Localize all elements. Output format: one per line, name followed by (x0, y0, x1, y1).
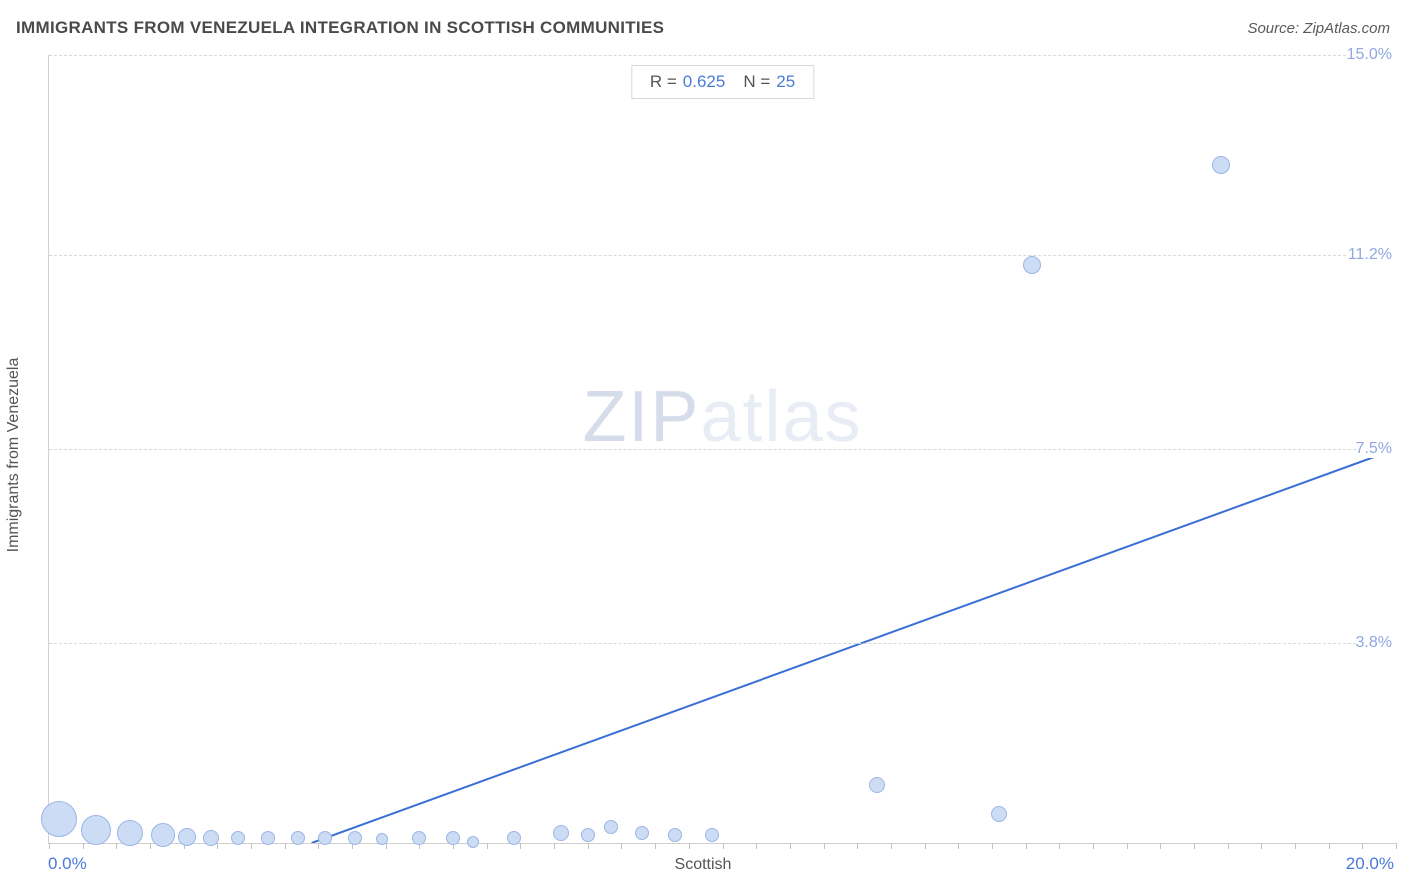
x-tick (756, 843, 757, 849)
x-tick (217, 843, 218, 849)
x-tick (285, 843, 286, 849)
data-bubble (553, 825, 569, 841)
x-tick (116, 843, 117, 849)
data-bubble (178, 828, 196, 846)
stat-r-label: R = (650, 72, 677, 92)
x-tick (49, 843, 50, 849)
x-tick (1329, 843, 1330, 849)
header: IMMIGRANTS FROM VENEZUELA INTEGRATION IN… (16, 18, 1390, 38)
data-bubble (231, 831, 245, 845)
data-bubble (1212, 156, 1230, 174)
stat-r: R = 0.625 (650, 72, 725, 92)
x-axis-max-label: 20.0% (1346, 854, 1394, 874)
stat-n: N = 25 (743, 72, 795, 92)
data-bubble (635, 826, 649, 840)
gridline (49, 643, 1396, 644)
y-axis-label: Immigrants from Venezuela (5, 358, 23, 553)
x-tick (1228, 843, 1229, 849)
data-bubble (41, 801, 77, 837)
x-tick (1127, 843, 1128, 849)
chart-plot-area: ZIPatlas R = 0.625 N = 25 3.8%7.5%11.2%1… (48, 55, 1396, 844)
x-tick (386, 843, 387, 849)
watermark: ZIPatlas (582, 376, 862, 458)
data-bubble (705, 828, 719, 842)
x-axis-min-label: 0.0% (48, 854, 87, 874)
x-axis-label: Scottish (675, 856, 732, 874)
data-bubble (318, 831, 332, 845)
x-tick (1261, 843, 1262, 849)
data-bubble (261, 831, 275, 845)
y-tick-label: 3.8% (1356, 634, 1398, 652)
y-tick-label: 15.0% (1347, 46, 1398, 64)
x-tick (655, 843, 656, 849)
x-tick (554, 843, 555, 849)
x-tick (487, 843, 488, 849)
stat-n-value: 25 (776, 72, 795, 92)
x-tick (1295, 843, 1296, 849)
x-tick (588, 843, 589, 849)
x-tick (689, 843, 690, 849)
data-bubble (467, 836, 479, 848)
stats-box: R = 0.625 N = 25 (631, 65, 814, 99)
data-bubble (376, 833, 388, 845)
x-tick (83, 843, 84, 849)
x-tick (150, 843, 151, 849)
data-bubble (291, 831, 305, 845)
data-bubble (81, 815, 111, 845)
x-tick (958, 843, 959, 849)
data-bubble (348, 831, 362, 845)
x-tick (992, 843, 993, 849)
trend-line (312, 449, 1396, 843)
watermark-zip: ZIP (582, 377, 700, 457)
x-tick (1362, 843, 1363, 849)
x-tick (790, 843, 791, 849)
y-tick-label: 11.2% (1348, 246, 1398, 264)
x-tick (251, 843, 252, 849)
x-tick (824, 843, 825, 849)
gridline (49, 449, 1396, 450)
x-tick (520, 843, 521, 849)
data-bubble (604, 820, 618, 834)
data-bubble (668, 828, 682, 842)
x-tick (857, 843, 858, 849)
x-tick (1396, 843, 1397, 849)
x-tick (925, 843, 926, 849)
data-bubble (117, 820, 143, 846)
data-bubble (869, 777, 885, 793)
gridline (49, 55, 1396, 56)
chart-source: Source: ZipAtlas.com (1247, 20, 1390, 37)
data-bubble (203, 830, 219, 846)
stat-n-label: N = (743, 72, 770, 92)
x-tick (723, 843, 724, 849)
x-tick (1093, 843, 1094, 849)
data-bubble (991, 806, 1007, 822)
x-tick (1194, 843, 1195, 849)
data-bubble (507, 831, 521, 845)
gridline (49, 255, 1396, 256)
data-bubble (412, 831, 426, 845)
stat-r-value: 0.625 (683, 72, 726, 92)
data-bubble (1023, 256, 1041, 274)
chart-title: IMMIGRANTS FROM VENEZUELA INTEGRATION IN… (16, 18, 664, 38)
x-tick (1059, 843, 1060, 849)
watermark-atlas: atlas (700, 377, 862, 457)
x-tick (318, 843, 319, 849)
x-tick (891, 843, 892, 849)
data-bubble (151, 823, 175, 847)
x-tick (1160, 843, 1161, 849)
data-bubble (581, 828, 595, 842)
x-tick (1026, 843, 1027, 849)
y-tick-label: 7.5% (1356, 440, 1398, 458)
data-bubble (446, 831, 460, 845)
x-tick (621, 843, 622, 849)
